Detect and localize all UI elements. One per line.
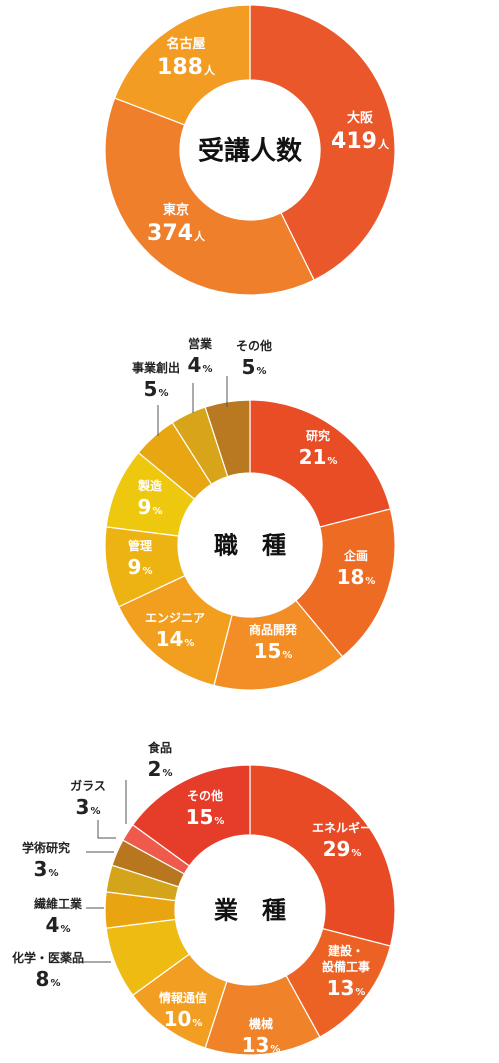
value-label-2-8: 2% bbox=[148, 757, 173, 781]
value-label-2-2: 13% bbox=[242, 1033, 281, 1057]
category-label-1-0: 研究 bbox=[306, 428, 330, 443]
chart-title-2: 業 種 bbox=[214, 897, 286, 925]
category-label-1-1: 企画 bbox=[343, 548, 368, 563]
value-label-1-6: 5% bbox=[144, 377, 169, 401]
category-label-2-6: 学術研究 bbox=[22, 840, 70, 855]
category-label-2-2: 機械 bbox=[249, 1016, 273, 1031]
value-label-1-3: 14% bbox=[156, 627, 195, 651]
slice-1-0 bbox=[249, 399, 392, 528]
value-label-2-7: 3% bbox=[76, 795, 101, 819]
category-label-1-8: その他 bbox=[236, 338, 272, 353]
category-label-1-6: 事業創出 bbox=[132, 360, 180, 375]
value-label-0-1: 374人 bbox=[147, 221, 206, 246]
leader-line-2-3 bbox=[97, 820, 116, 839]
slice-1-8 bbox=[204, 399, 251, 478]
category-label-1-7: 営業 bbox=[188, 336, 213, 351]
value-label-0-2: 188人 bbox=[157, 55, 216, 80]
chart-title-0: 受講人数 bbox=[198, 135, 303, 166]
value-label-1-8: 5% bbox=[242, 355, 267, 379]
value-label-2-6: 3% bbox=[34, 857, 59, 881]
category-label-2-5: 繊維工業 bbox=[34, 896, 83, 911]
value-label-2-1: 13% bbox=[327, 976, 366, 1000]
category-label-0-0: 大阪 bbox=[347, 110, 374, 126]
category-label-2-0: エネルギー bbox=[312, 820, 372, 835]
value-label-2-9: 15% bbox=[186, 805, 225, 829]
value-label-2-5: 4% bbox=[46, 913, 71, 937]
category-label-1-3: エンジニア bbox=[145, 611, 205, 625]
value-label-2-3: 10% bbox=[164, 1007, 203, 1031]
category-label-2-9: その他 bbox=[187, 788, 223, 803]
value-label-0-0: 419人 bbox=[331, 129, 390, 154]
value-label-1-4: 9% bbox=[128, 555, 153, 579]
category-label-2-3: 情報通信 bbox=[159, 990, 207, 1005]
category-label-2-1: 設備工事 bbox=[322, 959, 370, 974]
category-label-0-1: 東京 bbox=[163, 202, 189, 218]
category-label-1-5: 製造 bbox=[137, 478, 163, 493]
category-label-0-2: 名古屋 bbox=[166, 36, 205, 52]
slice-2-0 bbox=[249, 764, 396, 947]
category-label-2-7: ガラス bbox=[70, 778, 106, 793]
value-label-2-0: 29% bbox=[323, 837, 362, 861]
value-label-1-7: 4% bbox=[188, 353, 213, 377]
chart-industry: エネルギー 29% 建設・設備工事 13% 機械 13% 情報通信 10% 化学・医薬品 8% 繊維… bbox=[12, 740, 396, 1057]
category-label-2-4: 化学・医薬品 bbox=[12, 950, 84, 965]
value-label-2-4: 8% bbox=[36, 967, 61, 991]
value-label-1-1: 18% bbox=[337, 565, 376, 589]
value-label-1-5: 9% bbox=[138, 495, 163, 519]
category-label-2-8: 食品 bbox=[147, 740, 172, 755]
value-label-1-0: 21% bbox=[299, 445, 338, 469]
slice-0-2 bbox=[113, 4, 251, 126]
chart-occupation: 研究 21% 企画 18% 商品開発 15% エンジニア 14% 管理 9% 製造 9% 事業創出 5% 営… bbox=[104, 336, 396, 691]
slice-0-1 bbox=[104, 97, 315, 296]
category-label-1-2: 商品開発 bbox=[249, 622, 298, 637]
category-label-2-1: 建設・ bbox=[327, 943, 364, 958]
category-label-1-4: 管理 bbox=[128, 538, 152, 553]
value-label-1-2: 15% bbox=[254, 639, 293, 663]
slice-1-1 bbox=[295, 508, 396, 658]
slice-2-9 bbox=[131, 764, 251, 867]
chart-title-1: 職 種 bbox=[214, 532, 286, 560]
slice-0-0 bbox=[249, 4, 396, 281]
